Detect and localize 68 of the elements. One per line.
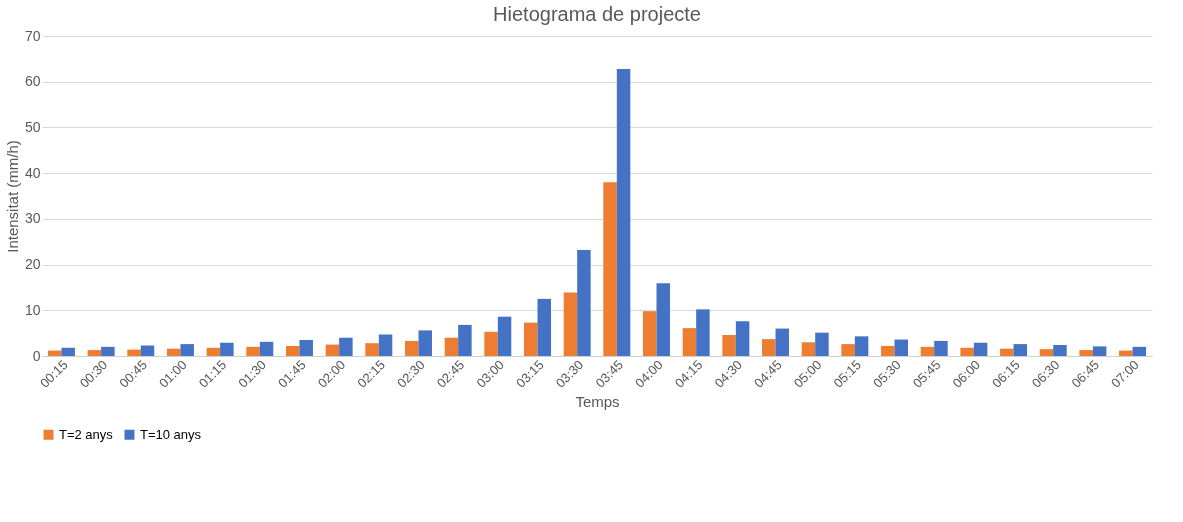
bar bbox=[973, 342, 988, 356]
bar bbox=[1000, 348, 1014, 356]
bar bbox=[841, 344, 855, 356]
bar bbox=[365, 343, 379, 356]
bar bbox=[616, 68, 631, 356]
bar bbox=[444, 337, 459, 356]
bar bbox=[87, 350, 102, 356]
bar bbox=[524, 322, 538, 356]
bar bbox=[285, 345, 300, 356]
bar bbox=[180, 344, 194, 356]
bar bbox=[801, 342, 816, 356]
bar bbox=[1079, 350, 1093, 356]
bar bbox=[246, 346, 260, 356]
x-axis-title: Temps bbox=[575, 392, 620, 410]
bar bbox=[696, 309, 710, 356]
bar bbox=[537, 298, 551, 356]
bar bbox=[140, 345, 155, 356]
bar bbox=[934, 340, 948, 356]
bar bbox=[325, 344, 340, 356]
bar bbox=[1053, 345, 1067, 356]
bar bbox=[577, 249, 591, 356]
bar bbox=[894, 339, 909, 356]
bar bbox=[920, 346, 935, 356]
y-tick-label: 40 bbox=[24, 164, 41, 181]
bar bbox=[458, 324, 472, 356]
bar bbox=[643, 311, 657, 356]
bar bbox=[166, 348, 181, 356]
bar bbox=[1119, 350, 1133, 356]
bar bbox=[881, 345, 895, 356]
bar bbox=[603, 182, 617, 356]
y-tick-label: 70 bbox=[24, 27, 41, 44]
chart-title: Hietograma de projecte bbox=[493, 3, 701, 25]
bar bbox=[960, 347, 974, 356]
bar bbox=[220, 342, 234, 356]
y-tick-label: 0 bbox=[32, 347, 41, 364]
bar bbox=[854, 336, 869, 356]
bar bbox=[1132, 346, 1147, 356]
legend-label: T=2 anys bbox=[59, 426, 114, 442]
bar bbox=[815, 332, 829, 356]
bar bbox=[762, 339, 776, 356]
bar bbox=[656, 283, 670, 356]
y-tick-label: 60 bbox=[24, 73, 41, 90]
bar bbox=[563, 292, 578, 356]
bar bbox=[682, 328, 697, 356]
bar bbox=[259, 341, 274, 356]
bar bbox=[339, 337, 353, 356]
bar bbox=[101, 346, 115, 356]
bar bbox=[404, 340, 419, 356]
y-axis-title: Intensitat (mm/h) bbox=[3, 140, 21, 253]
bar bbox=[206, 347, 221, 356]
bar bbox=[722, 334, 736, 356]
y-tick-label: 20 bbox=[24, 256, 41, 273]
bar bbox=[1039, 349, 1054, 356]
bar bbox=[735, 321, 750, 356]
bar bbox=[1092, 346, 1107, 356]
bar bbox=[497, 316, 512, 356]
bar bbox=[1013, 344, 1028, 356]
bar bbox=[299, 340, 313, 356]
bar bbox=[61, 347, 75, 356]
bar bbox=[127, 349, 141, 356]
y-tick-label: 30 bbox=[24, 210, 41, 227]
bar bbox=[484, 331, 498, 356]
legend-label: T=10 anys bbox=[140, 426, 202, 442]
y-tick-label: 10 bbox=[24, 301, 41, 318]
bar bbox=[378, 334, 393, 356]
bar bbox=[775, 328, 790, 356]
y-tick-label: 50 bbox=[24, 118, 41, 135]
bar bbox=[418, 330, 432, 356]
